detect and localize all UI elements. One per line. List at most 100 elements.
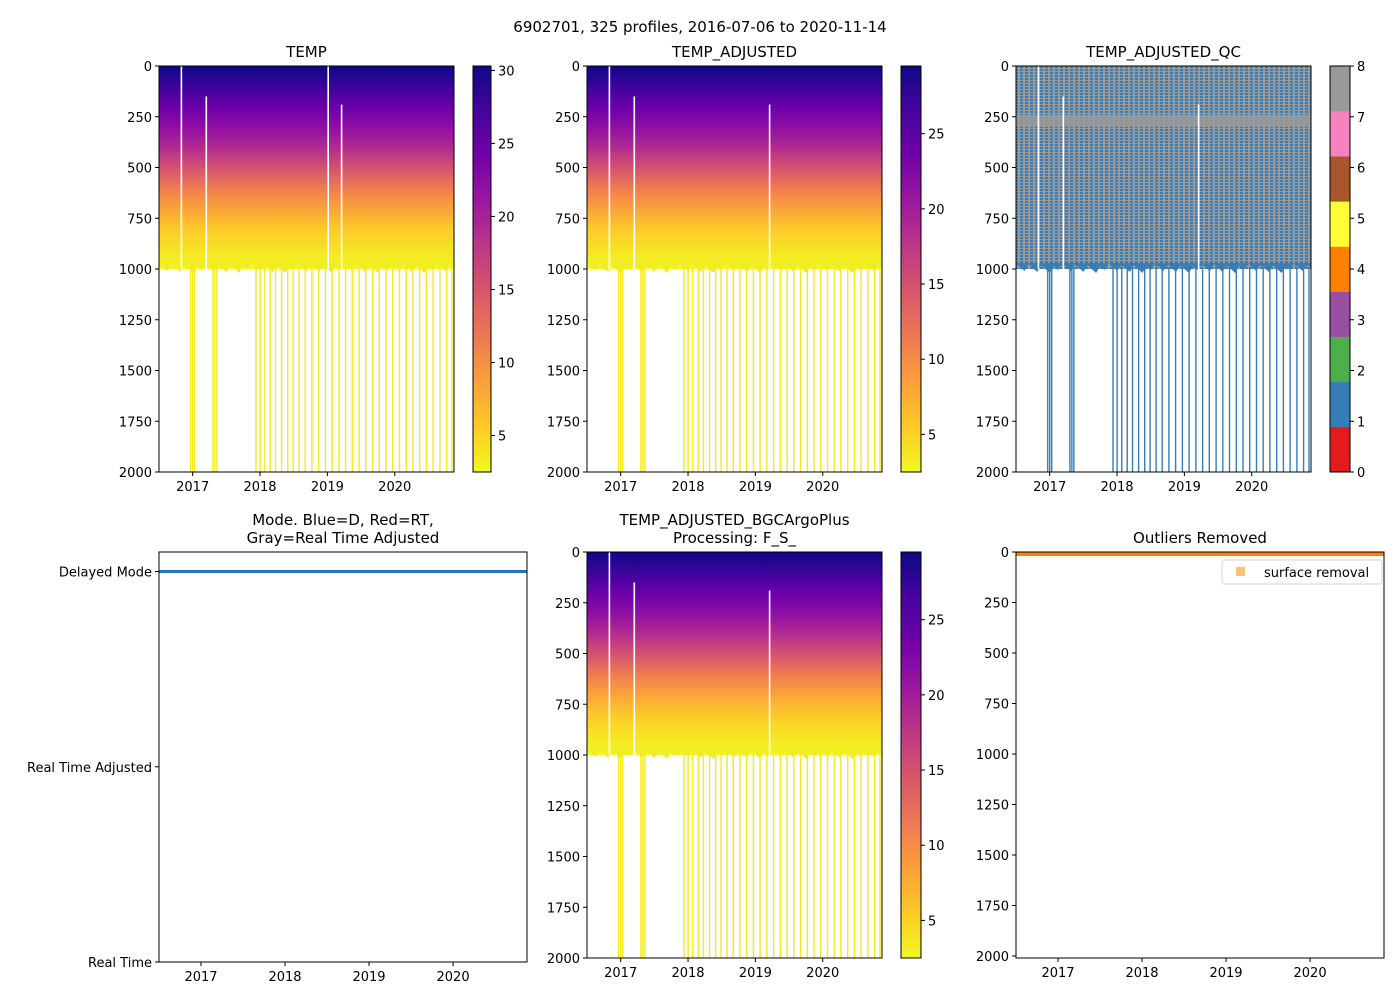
panel-title: Outliers Removed — [1133, 529, 1267, 547]
deep-profile — [1047, 267, 1049, 472]
deep-profile — [412, 267, 414, 472]
heatmap-ragged-edge — [587, 263, 882, 273]
deep-profile — [264, 267, 266, 472]
deep-profile — [1121, 267, 1123, 472]
deep-profile — [378, 267, 380, 472]
colorbar-tick-label: 5 — [928, 914, 936, 929]
x-tick-label: 2020 — [378, 480, 411, 495]
surface-removal-points — [1016, 552, 1384, 557]
deep-profile — [793, 753, 795, 958]
data-gap — [1037, 66, 1040, 269]
data-gap — [768, 104, 771, 269]
deep-profile — [1289, 267, 1291, 472]
deep-profile — [786, 753, 788, 958]
y-tick-label: 500 — [555, 162, 580, 177]
x-tick-label: 2018 — [671, 966, 704, 981]
colorbar-tick-label: 0 — [1357, 466, 1365, 481]
data-gap — [340, 104, 343, 269]
deep-profile — [692, 753, 694, 958]
y-tick-label: 750 — [555, 698, 580, 713]
x-tick-label: 2019 — [311, 480, 344, 495]
deep-profile — [620, 753, 622, 958]
deep-profile — [833, 267, 835, 472]
deep-profile — [840, 753, 842, 958]
deep-profile — [1137, 267, 1140, 472]
colorbar: 0 1 2 3 4 5 6 7 8 — [1329, 60, 1365, 481]
y-tick-label: 1000 — [547, 263, 580, 278]
panel-title: Mode. Blue=D, Red=RT, — [252, 511, 434, 529]
data-gap — [633, 96, 636, 269]
deep-profile — [1174, 267, 1177, 472]
deep-profile — [338, 267, 340, 472]
deep-profile — [826, 753, 829, 958]
deep-profile — [687, 267, 689, 472]
deep-profile — [833, 753, 835, 958]
y-tick-label: 1250 — [547, 800, 580, 815]
data-gap — [180, 66, 183, 269]
y-tick-label: 1500 — [976, 365, 1009, 380]
deep-profile — [1215, 267, 1217, 472]
deep-profile — [732, 753, 734, 958]
y-tick-label: 1750 — [976, 899, 1009, 914]
panel-title-line2: Gray=Real Time Adjusted — [247, 529, 440, 547]
x-tick-label: 2019 — [352, 970, 385, 985]
deep-profile — [640, 753, 642, 958]
colorbar-frame — [900, 65, 922, 473]
deep-profile — [1181, 267, 1184, 472]
axes-frame — [1015, 551, 1385, 959]
deep-profile — [1051, 267, 1053, 472]
deep-profile — [847, 753, 849, 958]
x-tick-label: 2017 — [176, 480, 209, 495]
y-tick-label: Real Time Adjusted — [27, 761, 152, 776]
deep-profile — [432, 267, 434, 472]
y-tick-label: 1500 — [119, 365, 152, 380]
y-tick-label: 750 — [984, 212, 1009, 227]
colorbar: 5 10 15 20 25 — [900, 65, 945, 473]
y-tick-label: 250 — [555, 111, 580, 126]
panel-title: TEMP — [285, 43, 327, 61]
deep-profile — [1161, 267, 1163, 472]
y-tick-label: 500 — [984, 162, 1009, 177]
deep-profile — [324, 267, 327, 472]
colorbar-tick-label: 2 — [1357, 365, 1365, 380]
panel-outliers-removed: Outliers Removed surface removal 2017 2018 2… — [976, 529, 1385, 981]
deep-profile — [1276, 267, 1278, 472]
colorbar-tick-label: 15 — [928, 278, 945, 293]
deep-profile — [642, 267, 644, 472]
y-tick-label: 250 — [984, 596, 1009, 611]
deep-profile — [1222, 267, 1224, 472]
y-tick-label: 1000 — [976, 263, 1009, 278]
legend: surface removal — [1221, 559, 1383, 585]
deep-profile — [622, 753, 624, 958]
y-tick-label: 1750 — [547, 901, 580, 916]
deep-profile — [745, 753, 748, 958]
colorbar-tick-label: 4 — [1357, 263, 1365, 278]
deep-profile — [280, 267, 283, 472]
data-gap — [633, 582, 636, 755]
deep-profile — [793, 267, 795, 472]
colorbar-tick-label: 10 — [498, 356, 515, 371]
deep-profile — [331, 267, 333, 472]
deep-profile — [214, 267, 216, 472]
y-tick-label: Real Time — [88, 956, 152, 971]
deep-profile — [739, 267, 741, 472]
colorbar-fill — [901, 552, 921, 958]
legend-marker — [1236, 567, 1245, 576]
deep-profile — [1262, 267, 1264, 472]
deep-profile — [726, 267, 728, 472]
deep-profile — [867, 753, 869, 958]
deep-profile — [259, 267, 261, 472]
deep-profile — [1282, 267, 1285, 472]
x-tick-label: 2019 — [739, 480, 772, 495]
deep-profile — [766, 267, 768, 472]
colorbar-segment — [1330, 426, 1350, 473]
panel-temp: TEMP 2017 2018 2019 2020 0 250 500 750 1000 1250 15… — [119, 43, 515, 495]
deep-profile — [1168, 267, 1170, 472]
deep-profile — [732, 267, 734, 472]
deep-profile — [806, 753, 808, 958]
deep-profile — [344, 267, 347, 472]
heatmap-ragged-edge — [1016, 263, 1311, 273]
x-tick-label: 2017 — [1033, 480, 1066, 495]
heatmap-block — [1016, 66, 1311, 269]
